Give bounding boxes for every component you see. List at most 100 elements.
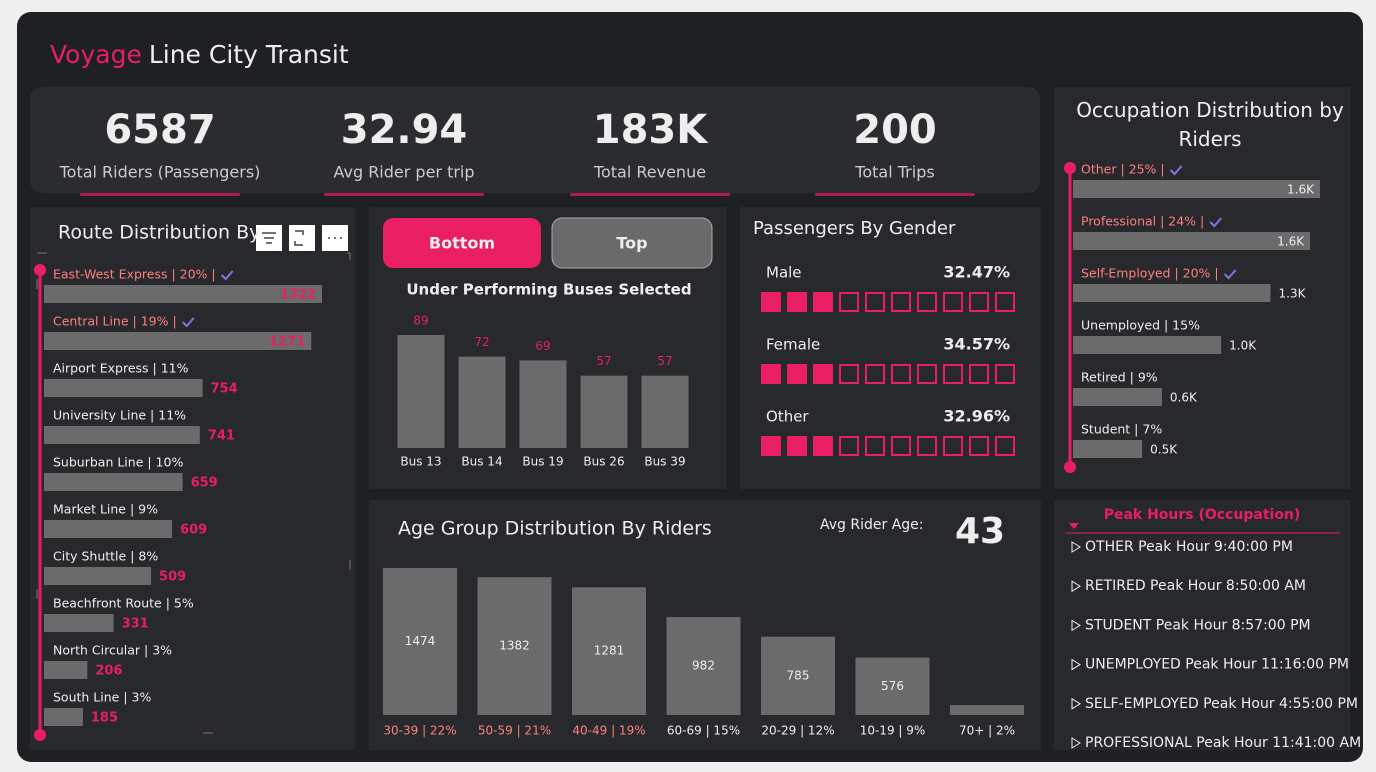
category-label: Retired | 9% [1081,370,1158,385]
x-tick-label: 40-49 | 19% [572,724,645,738]
value-label: 1382 [499,639,530,653]
peak-item: OTHER Peak Hour 9:40:00 PM [1085,539,1293,555]
button-label: Bottom [429,234,495,253]
category-label: Female [766,336,820,354]
bar [477,577,552,715]
expand-icon[interactable] [1071,658,1081,671]
occupation-title: Occupation Distribution by Riders [1076,98,1344,151]
chart-title: Route Distribution By [58,222,260,244]
category-label: Unemployed | 15% [1081,318,1200,333]
title: Voyage Line City Transit [50,40,349,69]
slider-handle[interactable] [34,264,46,276]
bar [44,285,322,303]
expand-icon[interactable] [1071,737,1081,749]
value-label: 1.3K [1279,287,1307,301]
category-label: North Circular | 3% [53,643,172,658]
value-label: 0.6K [1170,391,1198,405]
bar [1073,440,1143,458]
x-tick-label: 60-69 | 15% [667,724,740,738]
kpi-panel [30,87,1040,193]
value-label: 89 [413,314,428,328]
waffle-cell [943,292,963,312]
waffle-cell-filled [787,364,807,384]
value-label: 185 [91,711,118,726]
value-label: 741 [208,429,235,444]
waffle-cell [995,436,1015,456]
value-label: 659 [191,476,218,491]
waffle-cell-filled [761,292,781,312]
bar [44,332,312,350]
bar [519,360,567,448]
category-label: Suburban Line | 10% [53,455,183,470]
expand-icon[interactable] [1071,580,1081,593]
category-label: Other | 25% | [1081,162,1165,177]
x-tick-label: 20-29 | 12% [761,724,834,738]
waffle-cell [969,364,989,384]
bar [1073,336,1222,354]
collapse-icon[interactable] [1069,523,1079,529]
x-tick-label: Bus 13 [400,455,441,469]
value-label: 32.96% [943,407,1010,426]
bar [44,614,114,632]
kpi-label: Total Trips [854,163,934,182]
slider-handle[interactable] [34,729,46,741]
check-icon [181,317,195,328]
waffle-cell [969,292,989,312]
value-label: 0.5K [1150,443,1178,457]
kpi-underline [80,193,240,196]
x-tick-label: 70+ | 2% [959,724,1015,738]
check-icon [1169,165,1183,176]
value-label: 576 [881,679,904,693]
value-label: 57 [596,354,611,368]
value-label: 1.6K [1287,183,1315,197]
bar [761,636,835,715]
waffle-cell [917,292,937,312]
peak-item: UNEMPLOYED Peak Hour 11:16:00 PM [1085,657,1349,673]
check-icon [1209,217,1223,228]
x-tick-label: 30-39 | 22% [383,724,456,738]
bar [397,335,445,448]
category-label: Central Line | 19% | [53,314,177,329]
avg-label: Avg Rider Age: [820,517,924,533]
chart-title: Passengers By Gender [753,218,956,239]
bar [44,379,203,397]
toggle-button[interactable] [551,217,713,269]
bar [855,657,930,715]
bar [44,426,200,444]
title-rest: Line City Transit [149,40,349,69]
expand-icon[interactable] [1071,619,1081,632]
slider-handle[interactable] [1064,162,1076,174]
toggle-button-active[interactable] [383,218,541,268]
waffle-cell [839,292,859,312]
expand-icon[interactable] [1071,541,1081,553]
kpi-label: Total Riders (Passengers) [59,163,261,182]
bar [44,473,183,491]
slider-handle[interactable] [1064,461,1076,473]
waffle-cell [943,364,963,384]
kpi-value: 32.94 [341,107,468,153]
value-label: 1271 [269,335,305,350]
kpi-label: Avg Rider per trip [333,163,474,182]
waffle-cell [917,364,937,384]
value-label: 69 [535,339,550,353]
waffle-cell [969,436,989,456]
value-label: 1281 [594,644,625,658]
category-label: East-West Express | 20% | [53,267,216,282]
waffle-cell [891,364,911,384]
bar [1073,180,1320,198]
focus-icon[interactable] [289,225,315,251]
kpi-label: Total Revenue [593,163,706,182]
category-label: Student | 7% [1081,422,1162,437]
waffle-cell [995,364,1015,384]
waffle-cell [865,364,885,384]
value-label: 72 [474,335,489,349]
waffle-cell-filled [787,436,807,456]
bar [458,356,506,448]
peak-item: RETIRED Peak Hour 8:50:00 AM [1085,578,1306,594]
waffle-cell-filled [761,364,781,384]
expand-icon[interactable] [1071,697,1081,710]
waffle-cell [839,364,859,384]
bar [666,617,741,715]
category-label: University Line | 11% [53,408,186,423]
